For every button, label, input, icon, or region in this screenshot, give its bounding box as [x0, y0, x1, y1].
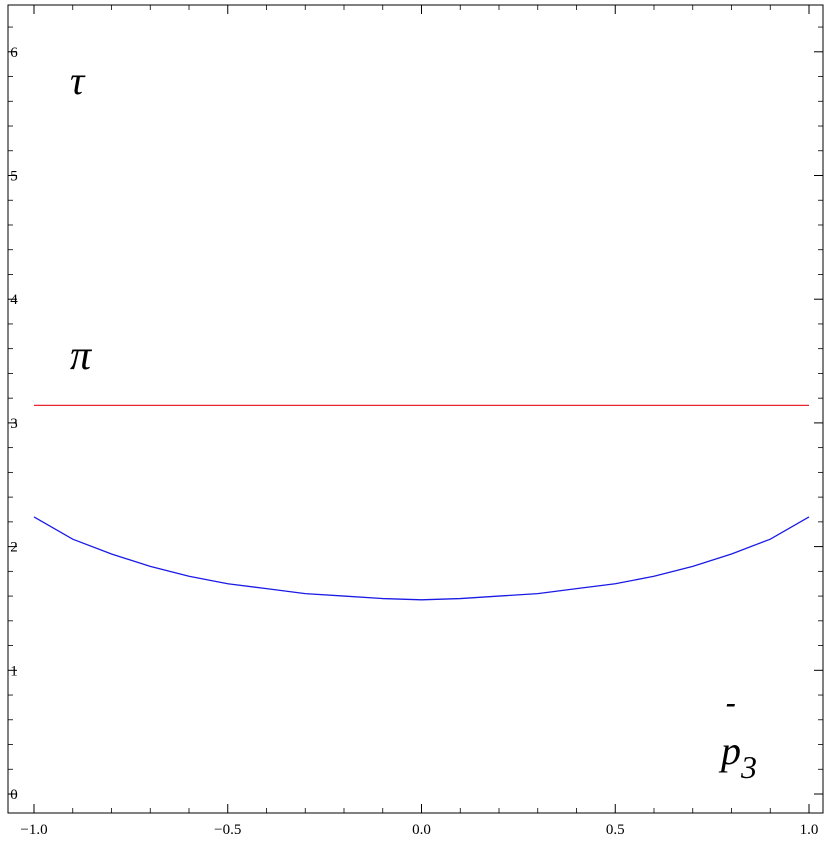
x-tick-label: −1.0	[20, 822, 47, 838]
x-tick-label: 0.0	[412, 822, 431, 838]
p3-annotation: p	[718, 728, 741, 773]
y-tick-label: 0	[10, 787, 18, 803]
p3-subscript: 3	[740, 749, 757, 785]
axis-ticks	[8, 5, 823, 813]
p3-bar-annotation: -	[726, 686, 736, 719]
x-tick-label: 0.5	[606, 822, 625, 838]
series-group	[33, 404, 810, 601]
x-tick-label: −0.5	[214, 822, 241, 838]
series-line-2	[33, 516, 810, 601]
y-tick-label: 5	[10, 169, 18, 185]
y-tick-label: 3	[10, 416, 18, 432]
axis-tick-labels: −1.0 −0.5 0.0 0.5 1.0 0 1 2 3 4 5 6	[10, 45, 818, 838]
pi-annotation: π	[70, 333, 92, 379]
y-tick-label: 6	[10, 45, 18, 61]
y-tick-label: 4	[10, 292, 18, 308]
tau-annotation: τ	[70, 58, 86, 103]
y-tick-label: 1	[10, 663, 18, 679]
plot-frame	[7, 4, 824, 814]
x-tick-label: 1.0	[800, 822, 819, 838]
y-tick-label: 2	[10, 540, 18, 556]
